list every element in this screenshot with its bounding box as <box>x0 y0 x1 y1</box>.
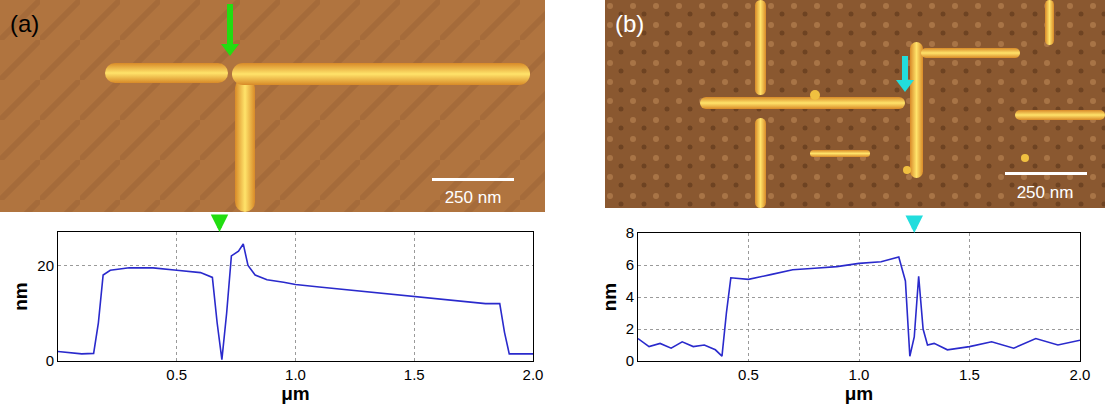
svg-text:0.5: 0.5 <box>166 366 187 383</box>
svg-text:0.5: 0.5 <box>738 366 759 383</box>
svg-text:nm: nm <box>10 282 31 311</box>
svg-text:20: 20 <box>37 257 54 274</box>
svg-text:1.0: 1.0 <box>285 366 306 383</box>
svg-text:(a): (a) <box>10 10 39 37</box>
svg-text:1.5: 1.5 <box>404 366 425 383</box>
svg-text:(b): (b) <box>615 10 644 37</box>
svg-text:2.0: 2.0 <box>523 366 544 383</box>
svg-text:nm: nm <box>599 283 620 312</box>
svg-text:μm: μm <box>845 383 874 404</box>
svg-text:0: 0 <box>626 352 634 369</box>
svg-text:1.5: 1.5 <box>959 366 980 383</box>
svg-text:250 nm: 250 nm <box>445 188 502 207</box>
svg-text:0: 0 <box>46 352 54 369</box>
svg-text:2.0: 2.0 <box>1070 366 1091 383</box>
svg-text:2: 2 <box>626 320 634 337</box>
svg-text:8: 8 <box>626 224 634 241</box>
svg-text:250 nm: 250 nm <box>1017 183 1074 202</box>
svg-text:1.0: 1.0 <box>849 366 870 383</box>
svg-text:μm: μm <box>281 383 310 404</box>
svg-text:4: 4 <box>626 288 634 305</box>
svg-text:6: 6 <box>626 256 634 273</box>
